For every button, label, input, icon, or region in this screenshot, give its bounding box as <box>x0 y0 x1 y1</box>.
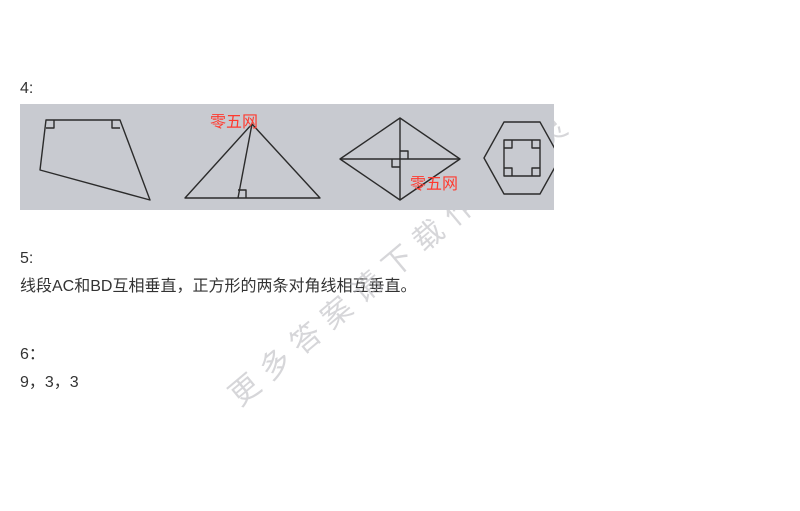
hexagon-inner-rect <box>504 140 540 176</box>
right-angle-mark <box>504 140 512 148</box>
hexagon-shape <box>484 122 554 194</box>
right-angle-mark <box>504 168 512 176</box>
geometry-svg <box>20 104 554 210</box>
watermark-text-2: 零五网 <box>410 170 458 194</box>
quad-shape <box>40 120 150 200</box>
right-angle-mark <box>392 159 400 167</box>
q5-block: 5: 线段AC和BD互相垂直，正方形的两条对角线相互垂直。 <box>20 250 780 300</box>
right-angle-mark <box>112 120 120 128</box>
q6-label: 6： <box>20 340 780 364</box>
right-angle-mark <box>400 151 408 159</box>
q6-answer: 9，3，3 <box>20 370 780 396</box>
triangle-altitude <box>238 124 252 198</box>
right-angle-mark <box>532 168 540 176</box>
q4-label: 4: <box>20 80 780 98</box>
page-content: 4: <box>0 0 800 415</box>
right-angle-mark <box>532 140 540 148</box>
watermark-text-1: 零五网 <box>210 108 258 132</box>
right-angle-mark <box>46 120 54 128</box>
triangle-shape <box>185 124 320 198</box>
q6-block: 6： 9，3，3 <box>20 340 780 396</box>
q5-label: 5: <box>20 250 780 268</box>
q5-answer: 线段AC和BD互相垂直，正方形的两条对角线相互垂直。 <box>20 274 780 300</box>
geometry-strip: 零五网 零五网 <box>20 104 554 210</box>
